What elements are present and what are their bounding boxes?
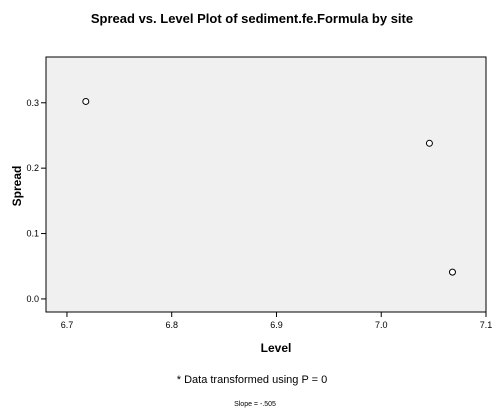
y-axis-title: Spread	[10, 166, 24, 207]
x-tick-label: 6.8	[165, 320, 178, 330]
x-tick-label: 6.9	[270, 320, 283, 330]
y-tick-label: 0.1	[26, 229, 39, 239]
y-axis: 0.0 0.1 0.2 0.3	[26, 98, 46, 304]
plot-area	[45, 56, 487, 313]
data-points	[82, 97, 456, 276]
slope-note: Slope = -.505	[234, 401, 276, 408]
chart-title: Spread vs. Level Plot of sediment.fe.For…	[91, 11, 413, 26]
x-tick-label: 7.0	[375, 320, 388, 330]
x-tick-label: 6.7	[61, 320, 74, 330]
y-tick-label: 0.2	[26, 163, 39, 173]
y-tick-label: 0.0	[26, 294, 39, 304]
x-tick-label: 7.1	[480, 320, 493, 330]
data-point	[448, 268, 456, 276]
x-axis-title: Level	[261, 341, 292, 355]
data-point	[425, 139, 433, 147]
y-tick-label: 0.3	[26, 98, 39, 108]
data-point	[82, 97, 90, 105]
transform-footnote: * Data transformed using P = 0	[177, 374, 328, 386]
x-axis: 6.7 6.8 6.9 7.0 7.1	[61, 312, 493, 330]
